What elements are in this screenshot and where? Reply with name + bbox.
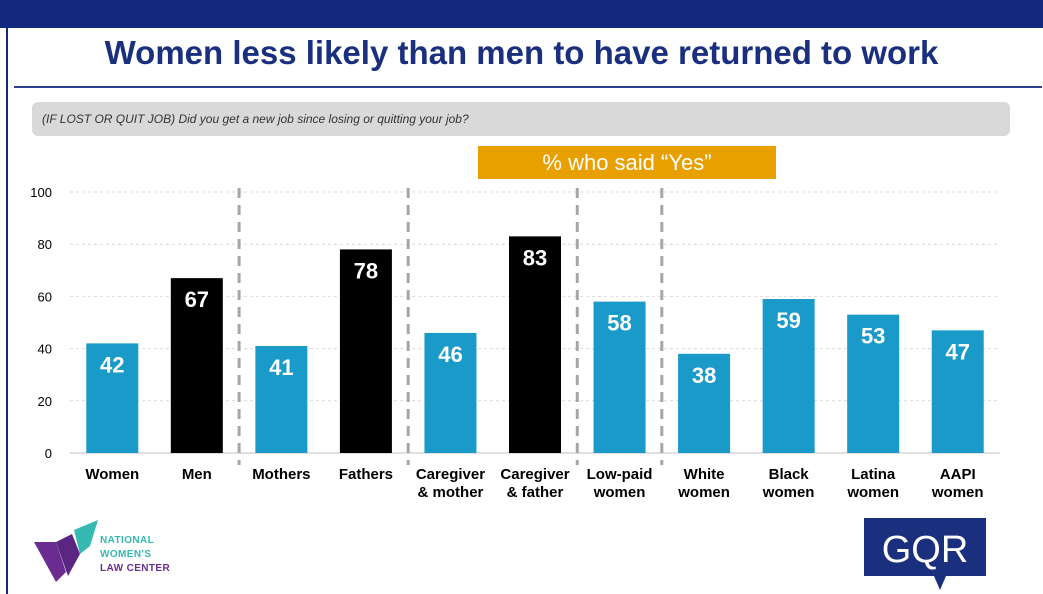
slide-title: Women less likely than men to have retur… — [104, 34, 939, 71]
data-label: 83 — [523, 245, 547, 270]
left-border-rule — [6, 28, 8, 594]
data-label: 58 — [607, 311, 631, 336]
bar-chart: 0 20 40 60 80 100 42 Women 67 Men 41 Mothers 78 Fathe… — [30, 185, 1000, 501]
bar — [339, 249, 392, 453]
x-tick-label: Black — [769, 466, 810, 483]
nwlc-line-1: NATIONAL — [100, 535, 155, 546]
x-tick-label: women — [846, 484, 899, 501]
x-tick-label: women — [931, 484, 984, 501]
data-label: 42 — [100, 352, 124, 377]
x-tick-label: women — [593, 484, 646, 501]
x-tick-label: women — [677, 484, 730, 501]
title-underline — [14, 86, 1042, 88]
x-tick-label: & mother — [418, 484, 484, 501]
nwlc-line-3: LAW CENTER — [100, 563, 171, 574]
x-tick-label: Low-paid — [587, 466, 653, 483]
x-tick-label: White — [684, 466, 725, 483]
y-tick-label: 20 — [38, 394, 52, 409]
x-tick-label: Caregiver — [416, 466, 485, 483]
nwlc-wordmark: NATIONAL WOMEN'S LAW CENTER — [100, 534, 170, 576]
gqr-logo: GQR — [864, 518, 986, 590]
bar — [509, 236, 561, 453]
y-tick-label: 40 — [38, 342, 52, 357]
bar — [86, 343, 139, 453]
bar — [255, 345, 308, 453]
bar — [762, 299, 815, 453]
x-tick-label: Caregiver — [500, 466, 569, 483]
x-tick-label: Fathers — [339, 466, 393, 483]
data-label: 41 — [269, 355, 293, 380]
data-label: 47 — [945, 339, 969, 364]
y-tick-label: 60 — [38, 289, 52, 304]
y-tick-label: 0 — [45, 446, 52, 461]
data-label: 53 — [861, 324, 885, 349]
data-label: 78 — [354, 258, 378, 283]
bar — [931, 330, 984, 453]
y-tick-label: 80 — [38, 237, 52, 252]
x-tick-label: Mothers — [252, 466, 310, 483]
nwlc-line-2: WOMEN'S — [100, 549, 152, 560]
y-tick-label: 100 — [30, 185, 52, 200]
data-label: 67 — [185, 287, 209, 312]
bar — [424, 332, 477, 453]
data-label: 59 — [776, 308, 800, 333]
x-tick-label: women — [762, 484, 815, 501]
bar — [170, 278, 223, 453]
yes-label-box: % who said “Yes” — [478, 146, 776, 179]
x-tick-label: AAPI — [940, 466, 976, 483]
nwlc-logo-mark — [34, 520, 98, 582]
x-tick-label: & father — [507, 484, 564, 501]
x-tick-label: Latina — [851, 466, 896, 483]
x-tick-label: Men — [182, 466, 212, 483]
gqr-logo-text: GQR — [882, 529, 969, 571]
header-bar — [0, 0, 1043, 28]
bar — [593, 301, 646, 453]
data-label: 46 — [438, 342, 462, 367]
bar — [678, 353, 731, 453]
data-label: 38 — [692, 363, 716, 388]
bar — [847, 314, 900, 453]
question-banner: (IF LOST OR QUIT JOB) Did you get a new … — [32, 102, 1010, 136]
x-tick-label: Women — [85, 466, 139, 483]
